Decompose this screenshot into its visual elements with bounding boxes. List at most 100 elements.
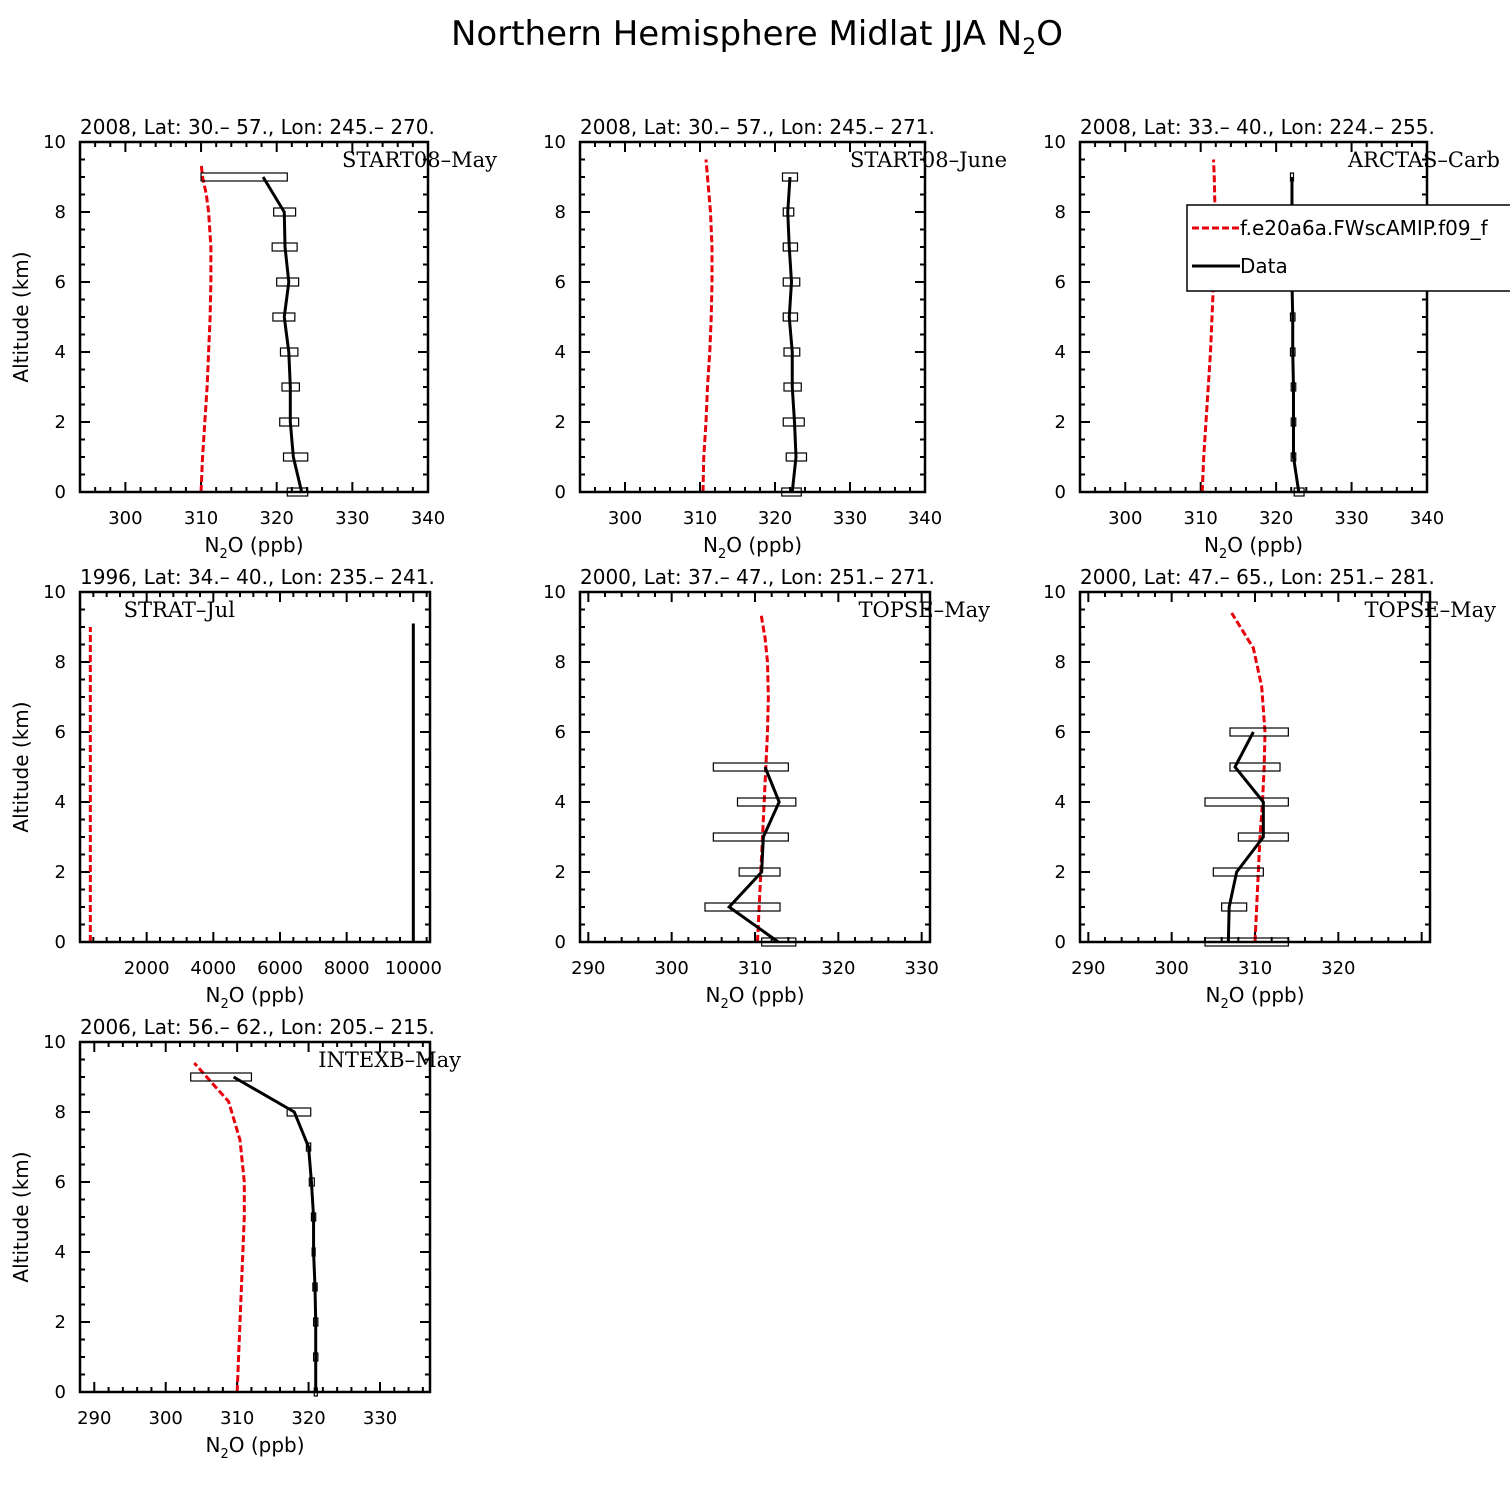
x-tick-label: 300 [1108, 508, 1142, 529]
x-tick-label: 330 [363, 1408, 397, 1429]
panel-7: 2006, Lat: 56.– 62., Lon: 205.– 215. 0 2 4 6… [9, 1015, 461, 1462]
x-axis-label: N2O (ppb) [703, 533, 802, 562]
data-line [786, 176, 798, 493]
y-tick-label: 4 [55, 1242, 66, 1263]
model-line [756, 612, 770, 943]
x-tick-label: 340 [1410, 508, 1444, 529]
x-tick-label: 340 [908, 508, 942, 529]
x-tick-label: 330 [1334, 508, 1368, 529]
plot-frame [78, 1040, 432, 1394]
y-tick-label: 0 [55, 932, 66, 953]
x-tick-label: 330 [833, 508, 867, 529]
y-tick-label: 6 [1055, 272, 1066, 293]
y-tick-label: 10 [43, 1032, 66, 1053]
y-tick-label: 0 [555, 482, 566, 503]
x-tick-label: 6000 [257, 958, 303, 979]
panel-header: 2000, Lat: 37.– 47., Lon: 251.– 271. [580, 565, 935, 589]
model-line [193, 1062, 246, 1393]
panel-2: 2008, Lat: 30.– 57., Lon: 245.– 271. 0 2 4 6… [543, 115, 1007, 562]
y-tick-label: 0 [1055, 482, 1066, 503]
y-tick-label: 10 [1043, 582, 1066, 603]
y-axis-label: Altitude (km) [9, 251, 33, 382]
x-axis-label: N2O (ppb) [205, 1433, 304, 1462]
x-tick-label: 300 [608, 508, 642, 529]
x-tick-label: 290 [571, 958, 605, 979]
data-range-box [200, 172, 288, 182]
data-line [726, 766, 781, 944]
plot-frame [1078, 590, 1432, 944]
data-range-box [1229, 762, 1281, 772]
y-tick-label: 4 [555, 342, 566, 363]
y-tick-label: 0 [1055, 932, 1066, 953]
x-tick-label: 320 [758, 508, 792, 529]
model-line [199, 162, 213, 493]
legend-box [1186, 204, 1510, 292]
legend-data-label: Data [1240, 254, 1288, 278]
y-tick-label: 10 [43, 132, 66, 153]
x-tick-label: 4000 [190, 958, 236, 979]
x-tick-label: 340 [411, 508, 445, 529]
y-tick-label: 2 [55, 1312, 66, 1333]
data-range-box [712, 762, 789, 772]
legend: f.e20a6a.FWscAMIP.f09_f Data [1186, 204, 1510, 292]
x-tick-label: 300 [108, 508, 142, 529]
panel-5: 2000, Lat: 37.– 47., Lon: 251.– 271. 0 2 4 6… [543, 565, 990, 1012]
y-tick-label: 10 [43, 582, 66, 603]
x-tick-label: 290 [1071, 958, 1105, 979]
y-tick-label: 6 [55, 272, 66, 293]
y-tick-label: 8 [555, 202, 566, 223]
y-tick-label: 10 [543, 132, 566, 153]
y-tick-label: 0 [55, 482, 66, 503]
y-axis-label: Altitude (km) [9, 701, 33, 832]
x-axis-label: N2O (ppb) [705, 983, 804, 1012]
panel-1: 2008, Lat: 30.– 57., Lon: 245.– 270. 0 2 4 6… [9, 115, 497, 562]
x-axis-label: N2O (ppb) [204, 533, 303, 562]
campaign-label: INTEXB–May [318, 1048, 461, 1072]
data-line [232, 1075, 318, 1392]
x-tick-label: 8000 [324, 958, 370, 979]
y-tick-label: 8 [55, 652, 66, 673]
x-axis-label: N2O (ppb) [1205, 983, 1304, 1012]
x-tick-label: 320 [1321, 958, 1355, 979]
model-line [701, 159, 714, 493]
x-tick-label: 300 [654, 958, 688, 979]
plot-frame [1078, 140, 1429, 494]
y-tick-label: 2 [555, 862, 566, 883]
data-range-box [1204, 797, 1289, 807]
y-tick-label: 8 [555, 652, 566, 673]
y-tick-label: 2 [1055, 862, 1066, 883]
y-tick-label: 6 [55, 722, 66, 743]
data-range-box [736, 797, 797, 807]
data-range-box [704, 902, 781, 912]
data-line [261, 176, 304, 493]
x-tick-label: 320 [291, 1408, 325, 1429]
data-range-box [286, 1107, 312, 1117]
x-tick-label: 320 [260, 508, 294, 529]
x-axis-label: N2O (ppb) [1204, 533, 1303, 562]
y-tick-label: 2 [55, 412, 66, 433]
data-range-box [1221, 902, 1248, 912]
panel-header: 2000, Lat: 47.– 65., Lon: 251.– 281. [1080, 565, 1435, 589]
y-tick-label: 8 [1055, 202, 1066, 223]
model-line [1200, 159, 1217, 493]
y-tick-label: 2 [55, 862, 66, 883]
y-tick-label: 6 [555, 722, 566, 743]
campaign-label: START08–May [342, 148, 497, 172]
y-tick-label: 4 [55, 792, 66, 813]
y-tick-label: 6 [555, 272, 566, 293]
panel-header: 2008, Lat: 33.– 40., Lon: 224.– 255. [1080, 115, 1435, 139]
data-range-box [190, 1072, 253, 1082]
y-tick-label: 4 [55, 342, 66, 363]
y-tick-label: 6 [1055, 722, 1066, 743]
x-tick-label: 2000 [124, 958, 170, 979]
x-tick-label: 310 [220, 1408, 254, 1429]
x-axis-label: N2O (ppb) [205, 983, 304, 1012]
x-tick-label: 310 [184, 508, 218, 529]
data-range-box [1229, 727, 1289, 737]
y-tick-label: 4 [1055, 342, 1066, 363]
data-range-box [282, 452, 309, 462]
panel-header: 1996, Lat: 34.– 40., Lon: 235.– 241. [80, 565, 435, 589]
y-tick-label: 0 [555, 932, 566, 953]
y-tick-label: 2 [1055, 412, 1066, 433]
